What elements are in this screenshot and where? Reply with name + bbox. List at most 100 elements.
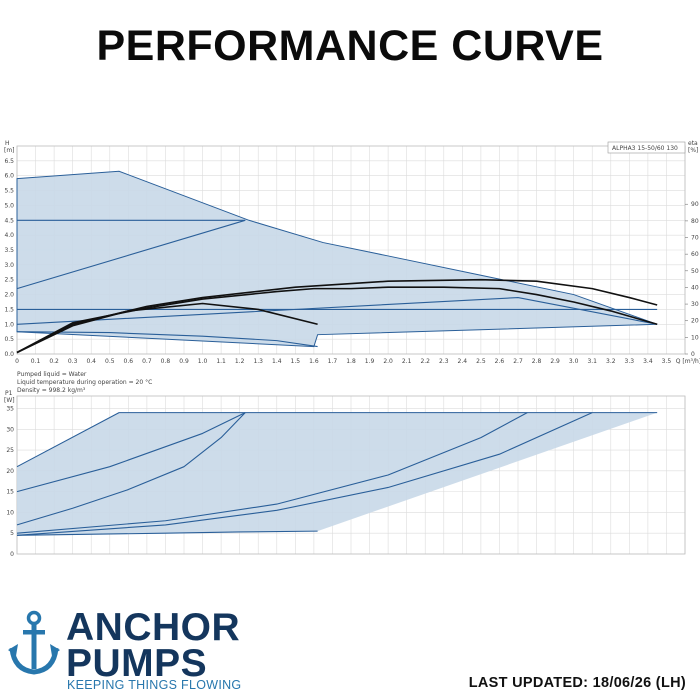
power-envelope: [17, 412, 658, 536]
page-title: PERFORMANCE CURVE: [96, 22, 604, 70]
x-tick-label: 0: [15, 358, 19, 365]
y-tick-label: 0.5: [4, 336, 14, 343]
power-curve: [16, 412, 658, 468]
x-tick-label: 2.4: [458, 358, 468, 365]
y-tick-label: 0: [10, 551, 14, 558]
y2-axis-label: eta: [688, 140, 698, 147]
head-curve: [16, 296, 658, 325]
liquid-note: Liquid temperature during operation = 20…: [17, 379, 152, 386]
x-tick-label: 0.7: [142, 358, 152, 365]
y2-tick-label: 70: [691, 235, 699, 242]
y-axis-unit: [m]: [4, 147, 15, 154]
model-label-box: [607, 141, 686, 154]
x-tick-label: 3.0: [569, 358, 579, 365]
y-tick-label: 10: [6, 509, 14, 516]
x-axis-label: Q [m³/h]: [676, 358, 700, 365]
x-tick-label: 2.1: [402, 358, 412, 365]
power-curve: [16, 530, 318, 536]
brand-name-line2: PUMPS: [66, 642, 208, 685]
head-curve: [16, 331, 318, 348]
x-tick-label: 2.6: [495, 358, 505, 365]
brand-name-line1: ANCHOR: [66, 606, 241, 649]
y-tick-label: 35: [6, 405, 14, 412]
operating-envelope: [16, 170, 658, 348]
x-tick-label: 0.2: [49, 358, 59, 365]
x-tick-label: 3.3: [625, 358, 635, 365]
y-tick-label: 6.5: [4, 158, 14, 165]
y-tick-label: 3.5: [4, 247, 14, 254]
y-tick-label: 0.0: [4, 351, 14, 358]
y-tick-label: 25: [6, 447, 14, 454]
x-tick-label: 1.7: [328, 358, 338, 365]
x-tick-label: 0.4: [86, 358, 96, 365]
y-tick-label: 2.0: [4, 292, 14, 299]
y2-tick-label: 50: [691, 268, 699, 275]
x-tick-label: 1.5: [291, 358, 301, 365]
x-tick-label: 1.3: [253, 358, 263, 365]
y2-tick-label: 10: [691, 334, 699, 341]
y2-tick-label: 20: [691, 318, 699, 325]
last-updated: LAST UPDATED: 18/06/26 (LH): [468, 675, 686, 691]
x-tick-label: 3.1: [587, 358, 597, 365]
y-tick-label: 20: [6, 468, 14, 475]
x-tick-label: 0.8: [161, 358, 171, 365]
anchor-icon: [8, 610, 60, 675]
power-curve: [16, 412, 246, 526]
brand-tagline: KEEPING THINGS FLOWING: [67, 678, 242, 692]
x-tick-label: 2.8: [532, 358, 542, 365]
x-tick-label: 2.9: [550, 358, 560, 365]
x-tick-label: 3.4: [643, 358, 653, 365]
efficiency-curve: [16, 302, 318, 354]
liquid-note: Pumped liquid = Water: [17, 371, 87, 378]
x-tick-label: 2.0: [383, 358, 393, 365]
x-tick-label: 3.2: [606, 358, 616, 365]
y-tick-label: 15: [6, 489, 14, 496]
y2-tick-label: 80: [691, 218, 699, 225]
x-tick-label: 1.6: [309, 358, 319, 365]
x-tick-label: 0.9: [179, 358, 189, 365]
y2-axis-unit: [%]: [688, 147, 698, 154]
y-tick-label: 5: [10, 530, 14, 537]
x-tick-label: 0.1: [31, 358, 41, 365]
efficiency-curve: [16, 278, 658, 354]
y2-tick-label: 30: [691, 301, 699, 308]
y-tick-label: 3.0: [4, 262, 14, 269]
x-tick-label: 0.3: [68, 358, 78, 365]
y-tick-label: 30: [6, 426, 14, 433]
y2-tick-label: 90: [691, 201, 699, 208]
x-tick-label: 1.0: [198, 358, 208, 365]
x-tick-label: 1.8: [346, 358, 356, 365]
power-curve: [16, 412, 593, 536]
x-tick-label: 2.7: [513, 358, 523, 365]
y2-tick-label: 0: [691, 351, 695, 358]
x-tick-label: 1.4: [272, 358, 282, 365]
p1-axis-label: P1: [5, 390, 13, 397]
y-tick-label: 6.0: [4, 173, 14, 180]
performance-chart: 0.0 0.5 1.0 1.5 2.0 2.5 3.0 3.5 4.0 4.5 5.0 5.5 6.0 6…: [4, 140, 700, 558]
model-label: ALPHA3 15-50/60 130: [612, 145, 678, 152]
y-tick-label: 1.5: [4, 306, 14, 313]
y-tick-label: 4.5: [4, 217, 14, 224]
x-tick-label: 2.2: [420, 358, 430, 365]
p1-axis-unit: [W]: [4, 397, 15, 404]
x-tick-label: 2.3: [439, 358, 449, 365]
y-tick-label: 5.0: [4, 202, 14, 209]
y2-tick-label: 40: [691, 284, 699, 291]
x-tick-label: 2.5: [476, 358, 486, 365]
y-tick-label: 4.0: [4, 232, 14, 239]
head-curve: [16, 219, 246, 290]
brand-logo: ANCHOR PUMPS KEEPING THINGS FLOWING: [8, 606, 258, 696]
power-curve: [16, 412, 528, 534]
x-tick-label: 0.6: [124, 358, 134, 365]
y-tick-label: 1.0: [4, 321, 14, 328]
power-curve: [16, 412, 246, 493]
y-tick-label: 2.5: [4, 277, 14, 284]
efficiency-curve: [16, 286, 658, 354]
x-tick-label: 1.1: [216, 358, 226, 365]
y-axis-label: H: [5, 140, 10, 147]
x-tick-label: 1.2: [235, 358, 245, 365]
x-tick-label: 3.5: [662, 358, 672, 365]
x-tick-label: 0.5: [105, 358, 115, 365]
liquid-note: Density = 998.2 kg/m³: [17, 387, 86, 394]
y-tick-label: 5.5: [4, 188, 14, 195]
